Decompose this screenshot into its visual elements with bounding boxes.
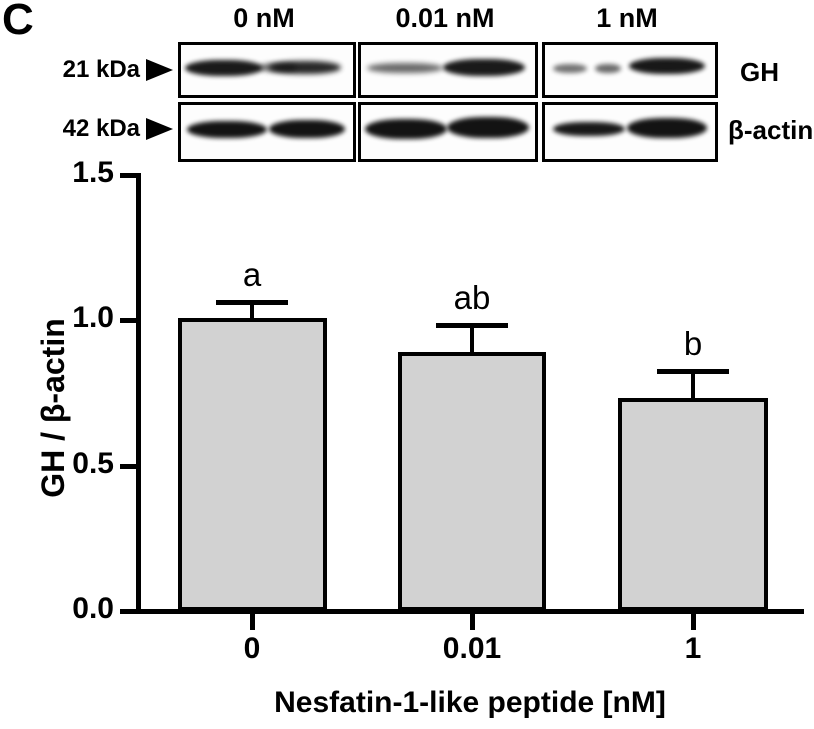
arrow-right-icon-42kda (146, 118, 173, 140)
x-tick-label-2: 1 (684, 632, 702, 665)
mw-label-21kda: 21 kDa (62, 56, 140, 83)
y-tick-2 (120, 318, 137, 323)
blot-panel-gh-001nm (358, 42, 538, 98)
arrow-right-icon-21kda (146, 59, 173, 81)
x-tick-1 (470, 613, 475, 630)
bar-0 (178, 318, 327, 611)
x-tick-label-0: 0 (243, 632, 261, 665)
y-tick-label-0: 0.0 (72, 592, 114, 625)
error-bar-cap-2 (657, 369, 729, 374)
blot-dose-header-0: 0 nM (233, 3, 295, 33)
error-bar-cap-1 (436, 323, 508, 328)
mw-label-42kda: 42 kDa (62, 115, 140, 142)
x-tick-0 (250, 613, 255, 630)
y-tick-1 (120, 464, 137, 469)
error-bar-stem-1 (470, 325, 474, 355)
error-bar-cap-0 (216, 300, 288, 305)
significance-letter-0: a (242, 256, 262, 293)
panel-letter: C (2, 0, 34, 44)
x-axis-title: Nesfatin-1-like peptide [nM] (274, 686, 666, 719)
y-axis-line (136, 173, 141, 614)
y-tick-label-1: 0.5 (72, 447, 114, 480)
blot-dose-header-2: 1 nM (596, 3, 658, 33)
y-axis-title: GH / β-actin (35, 318, 71, 498)
bar-1 (398, 352, 546, 611)
y-tick-label-3: 1.5 (72, 156, 114, 189)
protein-label-beta-actin: β-actin (728, 115, 814, 145)
blot-panel-actin-001nm (358, 102, 538, 162)
x-axis-line (136, 609, 804, 614)
blot-panel-actin-0nm (178, 102, 356, 162)
error-bar-stem-0 (250, 302, 254, 322)
y-tick-label-2: 1.0 (72, 301, 114, 334)
bar-2 (618, 398, 768, 611)
x-tick-2 (691, 613, 696, 630)
significance-letter-2: b (683, 325, 703, 362)
blot-dose-header-1: 0.01 nM (395, 3, 495, 33)
blot-panel-actin-1nm (542, 102, 718, 162)
blot-panel-gh-0nm (178, 42, 356, 98)
significance-letter-1: ab (453, 279, 491, 316)
x-tick-label-1: 0.01 (442, 632, 502, 665)
y-tick-0 (120, 609, 137, 614)
protein-label-gh: GH (740, 57, 779, 87)
error-bar-stem-2 (691, 371, 695, 401)
blot-panel-gh-1nm (542, 42, 718, 98)
y-tick-3 (120, 173, 137, 178)
